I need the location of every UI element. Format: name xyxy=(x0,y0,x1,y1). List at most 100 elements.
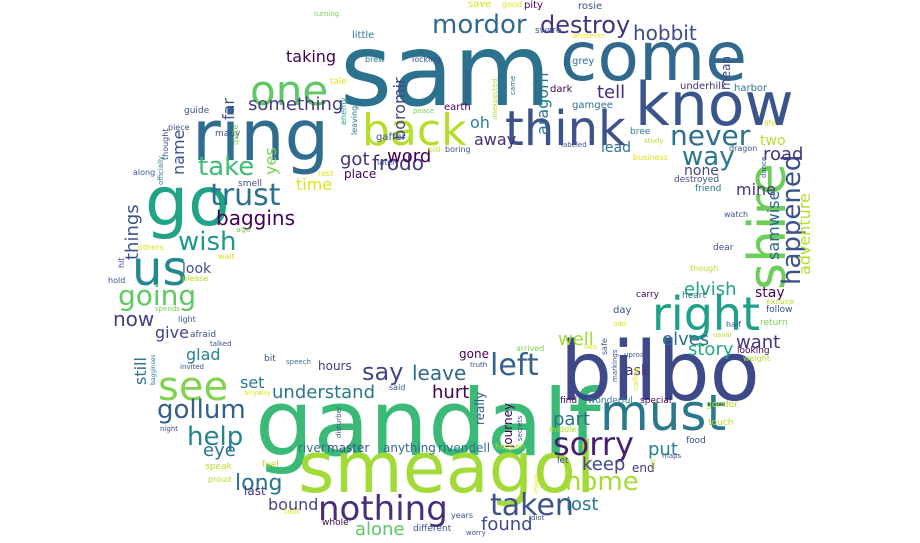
word-mean: mean xyxy=(719,56,733,90)
word-bagginses: bagginses xyxy=(150,354,157,385)
word-lately: lately xyxy=(377,158,399,167)
word-hit: hit xyxy=(117,258,126,268)
word-ago: ago xyxy=(236,225,251,234)
word-along: along xyxy=(133,168,155,177)
word-locking: locking xyxy=(412,55,441,64)
word-know: know xyxy=(635,70,794,140)
word-proud: proud xyxy=(208,475,231,484)
word-swore: swore xyxy=(535,26,562,36)
word-feel: feel xyxy=(262,460,279,470)
word-save: save xyxy=(468,0,491,10)
word-truth: truth xyxy=(470,361,487,369)
word-earth: earth xyxy=(444,102,471,113)
word-bound: bound xyxy=(268,495,318,514)
word-rivendell: rivendell xyxy=(438,441,490,455)
word-mordor: mordor xyxy=(432,10,527,40)
word-back: back xyxy=(362,105,467,156)
word-time: time xyxy=(296,175,332,194)
word-set: set xyxy=(240,373,264,392)
word-river: river xyxy=(298,441,326,455)
word-whole: whole xyxy=(322,518,349,528)
word-different: different xyxy=(413,524,452,534)
word-samwise: samwise xyxy=(764,191,783,260)
word-got: got xyxy=(340,149,370,170)
word-glad: glad xyxy=(186,345,221,364)
word-tale: tale xyxy=(330,77,348,87)
word-say: say xyxy=(362,358,403,386)
word-journey: journey xyxy=(501,403,515,449)
word-still: still xyxy=(131,357,150,385)
word-disturber: disturber xyxy=(335,406,343,438)
word-secrets: secrets xyxy=(516,415,524,441)
word-brew: brew xyxy=(365,55,385,64)
word-business: business xyxy=(633,153,668,162)
word-dear: dear xyxy=(713,243,734,253)
word-rosie: rosie xyxy=(578,1,602,12)
word-put: put xyxy=(648,439,678,460)
word-speech: speech xyxy=(286,358,311,366)
word-gamgee: gamgee xyxy=(572,100,613,111)
word-anyway: anyway xyxy=(244,389,271,397)
word-gondor: gondor xyxy=(706,400,738,410)
word-half: half xyxy=(726,320,741,329)
word-look: look xyxy=(182,261,212,277)
word-lost: lost xyxy=(566,494,598,515)
word-way: way xyxy=(682,142,735,172)
word-place: place xyxy=(344,167,376,181)
word-late: late xyxy=(584,343,597,351)
word-safe: safe xyxy=(600,338,609,355)
word-smell: smell xyxy=(238,179,262,189)
word-arrived: arrived xyxy=(516,344,544,353)
word-rest: rest xyxy=(318,169,333,178)
word-sorry: sorry xyxy=(553,425,634,463)
word-oh: oh xyxy=(470,113,490,132)
word-talked: talked xyxy=(210,340,232,348)
word-day: day xyxy=(613,305,631,316)
word-study: study xyxy=(644,137,663,145)
word-sam: sam xyxy=(340,12,551,129)
word-though: though xyxy=(690,264,718,273)
word-quite: quite xyxy=(231,124,240,145)
word-one: one xyxy=(250,66,328,115)
word-night: night xyxy=(160,425,178,433)
word-follow: follow xyxy=(766,305,793,315)
word-boromir: boromir xyxy=(390,77,409,140)
word-friend: friend xyxy=(695,184,721,194)
word-find: find xyxy=(560,396,577,406)
word-labeled: labeled xyxy=(561,141,587,149)
word-gollum: gollum xyxy=(157,395,246,425)
word-whatever: whatever xyxy=(572,32,605,40)
word-destroy: destroy xyxy=(540,11,630,39)
word-special: special xyxy=(640,396,671,406)
word-markings: markings xyxy=(611,349,619,382)
word-destroyed: destroyed xyxy=(674,175,719,185)
word-want: want xyxy=(736,332,780,353)
word-smeagol: smeagol xyxy=(298,427,595,509)
word-wish: wish xyxy=(178,227,237,257)
word-piece: piece xyxy=(168,123,190,132)
word-grey: grey xyxy=(572,56,594,67)
word-invited: invited xyxy=(180,363,204,371)
word-food: food xyxy=(686,436,706,446)
word-light: light xyxy=(178,315,196,324)
word-hold: hold xyxy=(108,276,125,285)
word-none: none xyxy=(684,163,719,179)
word-found: found xyxy=(481,514,533,535)
word-leaving: leaving xyxy=(350,106,359,135)
word-eye: eye xyxy=(203,440,236,461)
word-wonderful: wonderful xyxy=(588,396,633,406)
word-ask: ask xyxy=(625,363,650,379)
word-carry: carry xyxy=(636,290,660,300)
word-excuse: excuse xyxy=(766,297,794,306)
word-watch: watch xyxy=(724,210,748,219)
word-usual: usual xyxy=(713,331,732,339)
word-away: away xyxy=(474,130,516,149)
word-looking: looking xyxy=(737,346,770,356)
word-road: road xyxy=(763,144,803,165)
word-little: little xyxy=(352,30,374,41)
word-middle: middle xyxy=(549,425,576,434)
word-heart: heart xyxy=(682,291,706,301)
word-odd: odd xyxy=(613,320,626,328)
word-idiot: idiot xyxy=(529,514,545,522)
